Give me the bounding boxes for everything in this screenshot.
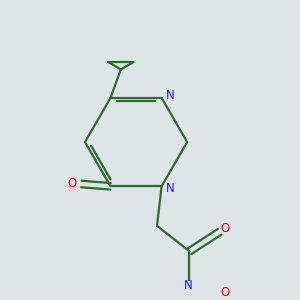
Text: O: O (220, 286, 230, 299)
Text: O: O (220, 222, 230, 235)
Text: N: N (166, 182, 174, 195)
Text: N: N (166, 89, 174, 102)
Text: O: O (68, 178, 76, 190)
Text: N: N (184, 279, 193, 292)
